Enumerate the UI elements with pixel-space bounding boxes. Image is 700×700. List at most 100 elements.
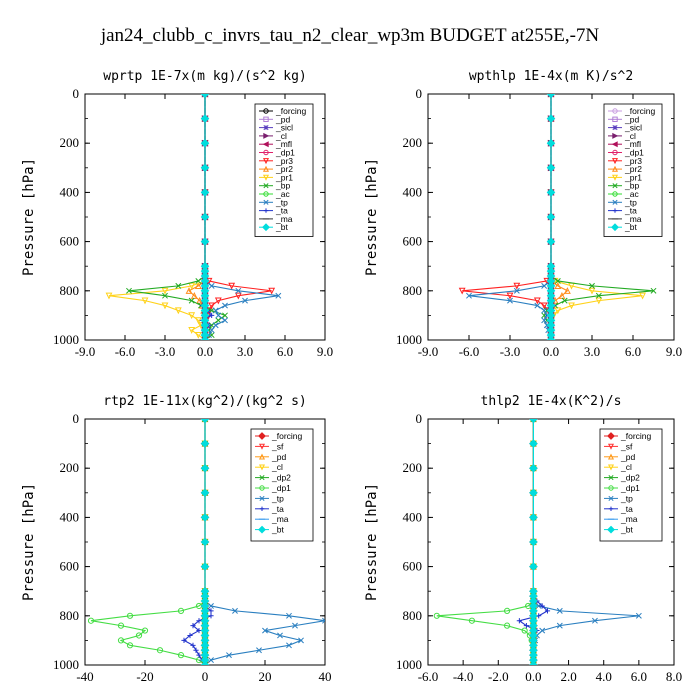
- legend-marker: [262, 165, 270, 172]
- data-point: [563, 287, 571, 294]
- legend-label: _ac: [275, 189, 290, 199]
- y-tick-label: 400: [403, 509, 423, 524]
- legend-label: _pr1: [624, 172, 642, 182]
- data-point: [235, 287, 242, 294]
- data-point: [188, 312, 196, 320]
- data-point: [177, 607, 185, 614]
- legend-marker: [612, 116, 618, 122]
- data-point: [533, 297, 541, 305]
- data-point: [529, 439, 538, 448]
- x-tick-label: -20: [136, 669, 153, 684]
- legend-marker: [611, 165, 619, 172]
- data-point: [190, 642, 196, 648]
- data-point: [554, 282, 562, 289]
- legend-label: _bt: [275, 222, 288, 232]
- data-point: [200, 335, 210, 340]
- data-point: [544, 608, 551, 614]
- data-point: [187, 632, 193, 639]
- data-point: [226, 652, 232, 659]
- legend-label: _pr3: [275, 156, 293, 166]
- y-tick-label: 600: [60, 559, 80, 574]
- data-point: [126, 287, 132, 294]
- data-point: [458, 287, 466, 295]
- legend: _forcing_sf_pd_cl_dp2_dp1_tp_ta_ma_bt: [250, 428, 314, 542]
- data-point: [195, 278, 202, 284]
- legend-label: _sicl: [624, 123, 642, 133]
- y-tick-label: 400: [60, 184, 80, 199]
- legend-label: _dp1: [275, 148, 295, 158]
- legend-marker: [258, 443, 266, 450]
- data-point: [554, 278, 561, 284]
- data-point: [161, 287, 169, 295]
- legend-label: _pd: [271, 452, 286, 462]
- panel-4: thlp2 1E-4x(K^2)/s Pressure [hPa] 0 200 400 6…: [364, 394, 682, 684]
- panel-title: thlp2 1E-4x(K^2)/s: [481, 394, 622, 409]
- legend-label: _tp: [275, 197, 288, 207]
- y-tick-label: 200: [403, 460, 423, 475]
- legend-marker: [612, 132, 619, 139]
- data-point: [135, 632, 143, 639]
- y-tick-label: 600: [403, 234, 423, 249]
- data-point: [117, 622, 125, 629]
- legend-marker: [258, 464, 266, 471]
- legend-marker: [263, 149, 269, 156]
- data-point: [126, 642, 134, 649]
- series-line: [436, 419, 534, 665]
- y-tick-label: 200: [60, 135, 80, 150]
- data-point: [200, 114, 210, 123]
- legend-marker: [263, 199, 269, 205]
- data-point: [529, 660, 538, 665]
- data-point: [529, 513, 538, 522]
- legend-label: _bt: [271, 525, 284, 535]
- panel-title: wpthlp 1E-4x(m K)/s^2: [469, 69, 633, 84]
- data-point: [539, 627, 546, 634]
- data-point: [556, 607, 563, 614]
- data-point: [200, 212, 210, 222]
- data-point: [268, 287, 276, 295]
- legend-marker: [608, 475, 614, 481]
- series-line: [108, 94, 206, 340]
- data-point: [174, 307, 182, 315]
- legend-marker: [263, 208, 269, 213]
- x-tick-label: -6.0: [418, 669, 439, 684]
- legend-marker: [612, 191, 618, 197]
- legend-marker: [608, 506, 614, 511]
- legend-marker: [258, 432, 266, 440]
- data-point: [162, 292, 168, 299]
- y-axis-label: Pressure [hPa]: [364, 483, 380, 601]
- y-tick-label: 0: [73, 411, 80, 426]
- y-tick-label: 200: [60, 460, 80, 475]
- data-point: [200, 537, 210, 547]
- data-point: [589, 282, 595, 289]
- legend-marker: [611, 158, 619, 165]
- legend-marker: [608, 485, 614, 491]
- data-point: [126, 612, 134, 619]
- series-line: [90, 419, 206, 665]
- legend-label: _sicl: [275, 123, 293, 133]
- legend-marker: [259, 475, 265, 481]
- data-point: [222, 317, 228, 324]
- x-tick-label: 20: [259, 669, 272, 684]
- x-tick-label: 0.0: [543, 344, 559, 359]
- data-point: [556, 622, 563, 629]
- legend-marker: [607, 443, 615, 450]
- legend-marker: [263, 132, 270, 139]
- data-point: [540, 302, 548, 310]
- x-tick-label: -6.0: [115, 344, 136, 359]
- x-tick-label: 0: [202, 669, 209, 684]
- data-point: [588, 287, 596, 295]
- data-point: [209, 312, 215, 318]
- legend-label: _pr3: [624, 156, 642, 166]
- series-group: [433, 419, 642, 665]
- legend-label: _ma: [620, 514, 638, 524]
- y-tick-label: 1000: [396, 657, 422, 672]
- data-point: [513, 287, 520, 294]
- y-tick-label: 600: [60, 234, 80, 249]
- data-point: [161, 302, 169, 310]
- data-point: [546, 212, 556, 222]
- x-tick-label: 2.0: [560, 669, 576, 684]
- data-point: [214, 297, 222, 305]
- data-point: [194, 317, 202, 325]
- legend-label: _pr2: [275, 164, 293, 174]
- series-group: [87, 419, 325, 665]
